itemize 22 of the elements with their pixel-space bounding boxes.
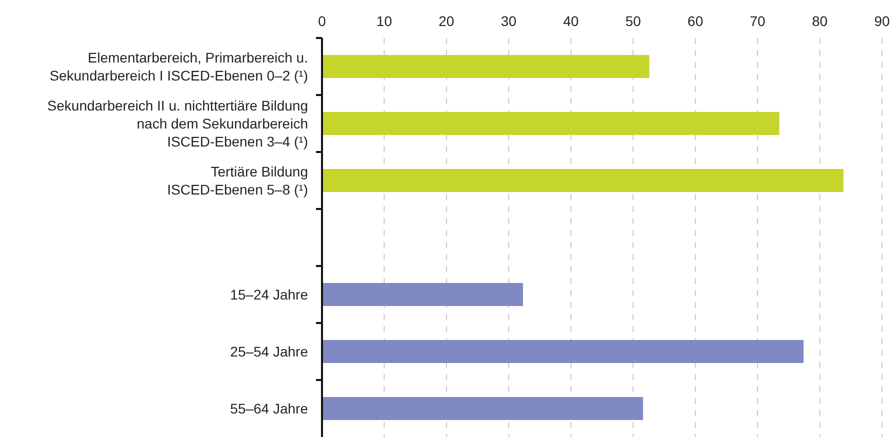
x-tick-label: 30: [500, 13, 517, 29]
x-tick-label: 80: [812, 13, 828, 29]
x-tick-label: 90: [874, 13, 890, 29]
y-tick-label: 25–54 Jahre: [230, 344, 308, 360]
x-tick-label: 20: [438, 13, 454, 29]
y-tick-label: Sekundarbereich II u. nichttertiäre Bildung nach dem Sekundarbereich ISCED-Ebenen 3–4 (¹): [47, 98, 308, 150]
bar: [322, 55, 650, 78]
y-tick-label: 15–24 Jahre: [230, 286, 308, 302]
x-tick-label: 70: [750, 13, 766, 29]
x-tick-label: 60: [688, 13, 704, 29]
x-tick-label: 40: [563, 13, 579, 29]
x-tick-label: 10: [376, 13, 392, 29]
bar: [322, 283, 523, 306]
y-tick-label: Elementarbereich, Primarbereich u. Sekundarbereich I ISCED-Ebenen 0–2 (¹): [50, 50, 308, 84]
bar: [322, 112, 780, 135]
x-tick-label: 0: [318, 13, 326, 29]
x-tick-label: 50: [625, 13, 642, 29]
bar: [322, 169, 844, 192]
bar: [322, 340, 804, 363]
bar: [322, 397, 644, 420]
y-tick-label: Tertiäre Bildung ISCED-Ebenen 5–8 (¹): [167, 164, 308, 198]
y-tick-label: 55–64 Jahre: [230, 400, 308, 416]
